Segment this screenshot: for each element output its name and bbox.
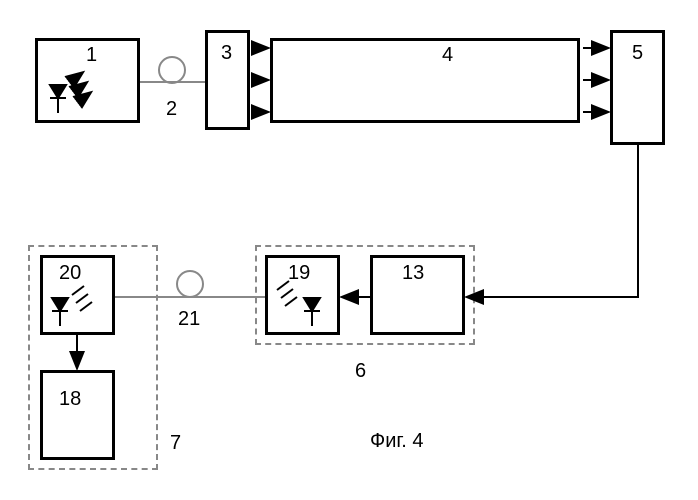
fiber-21-loop [177,271,203,297]
label-2: 2 [166,98,177,121]
label-13: 13 [402,262,424,285]
arrow-5-13 [468,145,638,297]
label-3: 3 [221,42,232,65]
label-7: 7 [170,432,181,455]
label-20: 20 [59,262,81,285]
label-6: 6 [355,360,366,383]
fiber-2-loop [159,57,185,83]
block-18 [40,370,115,460]
label-21: 21 [178,308,200,331]
label-5: 5 [632,42,643,65]
figure-caption: Фиг. 4 [370,430,423,453]
label-19: 19 [288,262,310,285]
diagram-canvas: 1 3 4 5 13 19 20 18 2 21 6 7 Фиг. 4 [0,0,698,500]
block-4 [270,38,580,123]
label-4: 4 [442,44,453,67]
label-18: 18 [59,388,81,411]
label-1: 1 [86,44,97,67]
